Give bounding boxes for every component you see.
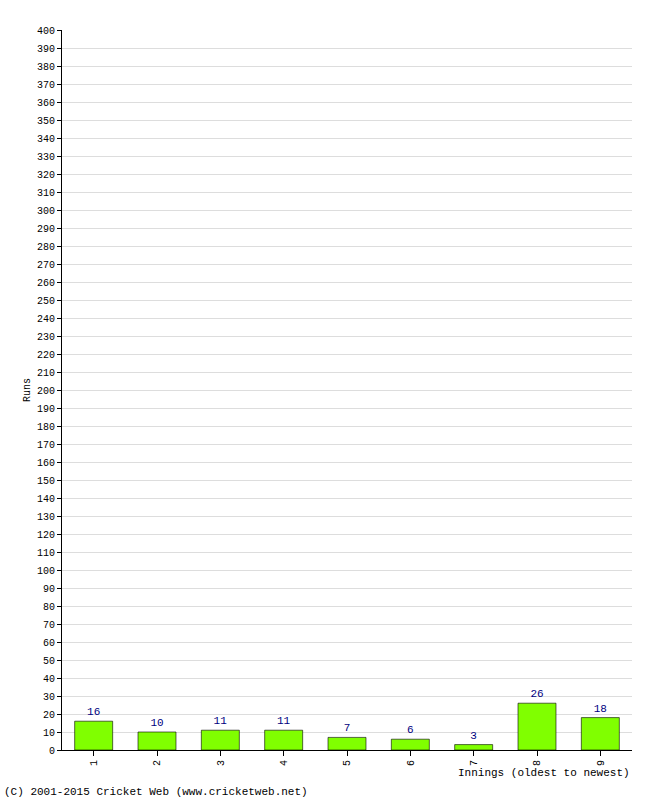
svg-text:6: 6	[407, 724, 414, 736]
svg-text:90: 90	[43, 584, 55, 595]
svg-text:60: 60	[43, 638, 55, 649]
svg-text:310: 310	[37, 188, 55, 199]
svg-text:400: 400	[37, 26, 55, 37]
svg-text:30: 30	[43, 692, 55, 703]
svg-text:170: 170	[37, 440, 55, 451]
svg-text:70: 70	[43, 620, 55, 631]
svg-text:370: 370	[37, 80, 55, 91]
svg-text:290: 290	[37, 224, 55, 235]
svg-text:3: 3	[470, 730, 477, 742]
svg-text:7: 7	[344, 722, 351, 734]
svg-text:9: 9	[596, 760, 607, 766]
svg-text:330: 330	[37, 152, 55, 163]
svg-text:Runs: Runs	[22, 378, 33, 402]
svg-text:250: 250	[37, 296, 55, 307]
svg-text:210: 210	[37, 368, 55, 379]
svg-text:340: 340	[37, 134, 55, 145]
svg-text:11: 11	[277, 715, 291, 727]
svg-text:40: 40	[43, 674, 55, 685]
svg-text:11: 11	[214, 715, 228, 727]
svg-text:380: 380	[37, 62, 55, 73]
svg-text:0: 0	[49, 746, 55, 757]
svg-text:5: 5	[342, 760, 353, 766]
svg-text:300: 300	[37, 206, 55, 217]
svg-text:10: 10	[43, 728, 55, 739]
svg-text:350: 350	[37, 116, 55, 127]
svg-text:16: 16	[87, 706, 100, 718]
svg-text:240: 240	[37, 314, 55, 325]
svg-text:150: 150	[37, 476, 55, 487]
svg-text:(C) 2001-2015 Cricket Web (www: (C) 2001-2015 Cricket Web (www.cricketwe…	[4, 786, 308, 798]
svg-text:260: 260	[37, 278, 55, 289]
svg-text:160: 160	[37, 458, 55, 469]
svg-text:26: 26	[530, 688, 543, 700]
svg-text:120: 120	[37, 530, 55, 541]
svg-text:110: 110	[37, 548, 55, 559]
svg-text:130: 130	[37, 512, 55, 523]
svg-text:20: 20	[43, 710, 55, 721]
svg-text:280: 280	[37, 242, 55, 253]
svg-text:180: 180	[37, 422, 55, 433]
svg-text:10: 10	[150, 717, 163, 729]
svg-text:270: 270	[37, 260, 55, 271]
svg-text:1: 1	[89, 760, 100, 766]
svg-text:320: 320	[37, 170, 55, 181]
svg-text:2: 2	[152, 760, 163, 766]
svg-text:220: 220	[37, 350, 55, 361]
svg-text:18: 18	[594, 703, 607, 715]
svg-text:8: 8	[532, 760, 543, 766]
svg-text:3: 3	[216, 760, 227, 766]
svg-text:100: 100	[37, 566, 55, 577]
svg-text:80: 80	[43, 602, 55, 613]
svg-text:50: 50	[43, 656, 55, 667]
svg-text:190: 190	[37, 404, 55, 415]
svg-text:Innings (oldest to newest): Innings (oldest to newest)	[458, 767, 630, 779]
svg-text:6: 6	[406, 760, 417, 766]
svg-text:390: 390	[37, 44, 55, 55]
svg-text:7: 7	[469, 760, 480, 766]
svg-text:4: 4	[279, 760, 290, 766]
svg-text:230: 230	[37, 332, 55, 343]
svg-text:140: 140	[37, 494, 55, 505]
svg-text:360: 360	[37, 98, 55, 109]
svg-text:200: 200	[37, 386, 55, 397]
